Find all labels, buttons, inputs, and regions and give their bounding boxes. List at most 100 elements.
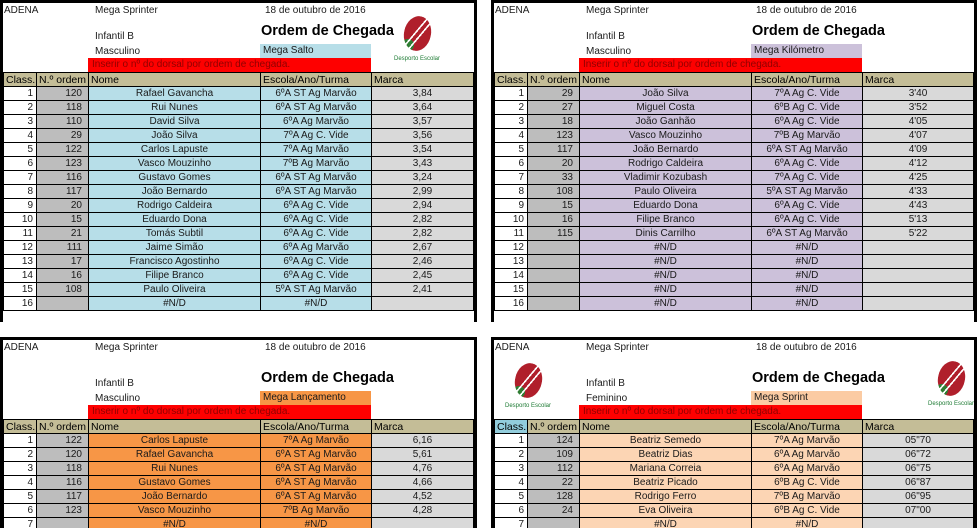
order-cell <box>527 254 580 269</box>
class-cell: 7 <box>3 517 37 528</box>
class-cell: 6 <box>3 156 37 171</box>
order-cell: 33 <box>527 170 580 185</box>
sheet-header: ADENA Mega Sprinter 18 de outubro de 201… <box>3 340 474 419</box>
name-cell: Beatriz Semedo <box>579 433 752 448</box>
school-cell: 6ºA Ag C. Vide <box>751 212 863 227</box>
school-cell: 6ºA ST Ag Marvão <box>751 226 863 241</box>
order-cell: 117 <box>36 184 89 199</box>
school-cell: 7ºA Ag C. Vide <box>751 86 863 101</box>
mark-cell: 4'12 <box>862 156 974 171</box>
class-cell: 10 <box>3 212 37 227</box>
class-cell: 4 <box>494 128 528 143</box>
results-table: Class. N.º ordem Nome Escola/Ano/Turma M… <box>3 72 474 311</box>
gender-label: Masculino <box>586 46 632 57</box>
col-header-name: Nome <box>579 72 752 87</box>
table-row: 12 111 Jaime Simão 6ºA Ag Marvão 2,67 <box>3 240 474 255</box>
sheet-header: ADENA Mega Sprinter 18 de outubro de 201… <box>3 3 474 72</box>
table-row: 11 21 Tomás Subtil 6ºA Ag C. Vide 2,82 <box>3 226 474 241</box>
table-row: 3 118 Rui Nunes 6ºA ST Ag Marvão 4,76 <box>3 461 474 476</box>
school-cell: 6ºA Ag C. Vide <box>260 198 372 213</box>
name-cell: Francisco Agostinho <box>88 254 261 269</box>
class-cell: 2 <box>494 447 528 462</box>
org-name: ADENA <box>4 342 39 353</box>
sheet-title: Ordem de Chegada <box>261 23 394 39</box>
order-cell: 115 <box>527 226 580 241</box>
mark-cell: 2,82 <box>371 212 474 227</box>
mark-cell: 3,24 <box>371 170 474 185</box>
competition-name: Mega Sprinter <box>586 5 649 16</box>
mark-cell: 4'43 <box>862 198 974 213</box>
school-cell: #N/D <box>751 240 863 255</box>
class-cell: 5 <box>494 142 528 157</box>
name-cell: #N/D <box>579 282 752 297</box>
competition-name: Mega Sprinter <box>95 342 158 353</box>
class-cell: 1 <box>3 433 37 448</box>
name-cell: #N/D <box>88 517 261 528</box>
order-cell: 120 <box>36 86 89 101</box>
order-cell: 108 <box>527 184 580 199</box>
school-cell: 6ºA Ag C. Vide <box>260 226 372 241</box>
class-cell: 16 <box>3 296 37 311</box>
name-cell: Filipe Branco <box>579 212 752 227</box>
table-row: 4 29 João Silva 7ºA Ag C. Vide 3,56 <box>3 128 474 143</box>
order-cell: 117 <box>527 142 580 157</box>
table-row: 2 118 Rui Nunes 6ºA ST Ag Marvão 3,64 <box>3 100 474 115</box>
discipline-chip: Mega Lançamento <box>260 391 371 406</box>
column-header-row: Class. N.º ordem Nome Escola/Ano/Turma M… <box>3 72 474 87</box>
school-cell: 7ºB Ag Marvão <box>751 489 863 504</box>
order-cell <box>527 268 580 283</box>
class-cell: 6 <box>494 503 528 518</box>
school-cell: #N/D <box>260 296 372 311</box>
mark-cell: 4,76 <box>371 461 474 476</box>
table-row: 5 117 João Bernardo 6ºA ST Ag Marvão 4,52 <box>3 489 474 504</box>
instruction-banner: Inserir o nº do dorsal por ordem de cheg… <box>88 58 371 72</box>
table-row: 16 #N/D #N/D <box>3 296 474 311</box>
school-cell: 6ºA Ag Marvão <box>260 114 372 129</box>
name-cell: Gustavo Gomes <box>88 475 261 490</box>
table-row: 6 20 Rodrigo Caldeira 6ºA Ag C. Vide 4'12 <box>494 156 974 171</box>
mark-cell: 4'07 <box>862 128 974 143</box>
class-cell: 1 <box>494 433 528 448</box>
category-label: Infantil B <box>586 31 625 42</box>
table-row: 10 15 Eduardo Dona 6ºA Ag C. Vide 2,82 <box>3 212 474 227</box>
sheet-header: ADENA Mega Sprinter 18 de outubro de 201… <box>494 340 974 419</box>
mark-cell: 2,45 <box>371 268 474 283</box>
column-header-row: Class. N.º ordem Nome Escola/Ano/Turma M… <box>3 419 474 434</box>
mark-cell: 3'52 <box>862 100 974 115</box>
order-cell: 123 <box>527 128 580 143</box>
school-cell: 7ºA Ag C. Vide <box>751 170 863 185</box>
mark-cell: 4'33 <box>862 184 974 199</box>
class-cell: 9 <box>494 198 528 213</box>
name-cell: #N/D <box>579 296 752 311</box>
name-cell: #N/D <box>579 240 752 255</box>
school-cell: 7ºB Ag Marvão <box>751 128 863 143</box>
class-cell: 3 <box>3 461 37 476</box>
col-header-order: N.º ordem <box>527 419 580 434</box>
name-cell: Vasco Mouzinho <box>88 503 261 518</box>
order-cell: 120 <box>36 447 89 462</box>
order-cell: 29 <box>36 128 89 143</box>
order-cell <box>527 240 580 255</box>
class-cell: 5 <box>3 142 37 157</box>
col-header-school: Escola/Ano/Turma <box>260 419 372 434</box>
school-cell: 6ºA Ag Marvão <box>751 447 863 462</box>
col-header-class: Class. <box>3 419 37 434</box>
category-label: Infantil B <box>586 378 625 389</box>
name-cell: João Bernardo <box>88 184 261 199</box>
table-row: 4 123 Vasco Mouzinho 7ºB Ag Marvão 4'07 <box>494 128 974 143</box>
order-cell <box>527 296 580 311</box>
col-header-order: N.º ordem <box>36 419 89 434</box>
class-cell: 1 <box>3 86 37 101</box>
table-row: 3 110 David Silva 6ºA Ag Marvão 3,57 <box>3 114 474 129</box>
mark-cell <box>862 268 974 283</box>
table-row: 7 116 Gustavo Gomes 6ºA ST Ag Marvão 3,24 <box>3 170 474 185</box>
mark-cell: 5'22 <box>862 226 974 241</box>
class-cell: 11 <box>3 226 37 241</box>
name-cell: Vladimir Kozubash <box>579 170 752 185</box>
desporto-escolar-logo: Desporto Escolar <box>499 360 557 409</box>
table-row: 1 124 Beatriz Semedo 7ºA Ag Marvão 05"70 <box>494 433 974 448</box>
gender-label: Feminino <box>586 393 628 404</box>
name-cell: Beatriz Picado <box>579 475 752 490</box>
desporto-escolar-logo: Desporto Escolar <box>922 358 977 407</box>
